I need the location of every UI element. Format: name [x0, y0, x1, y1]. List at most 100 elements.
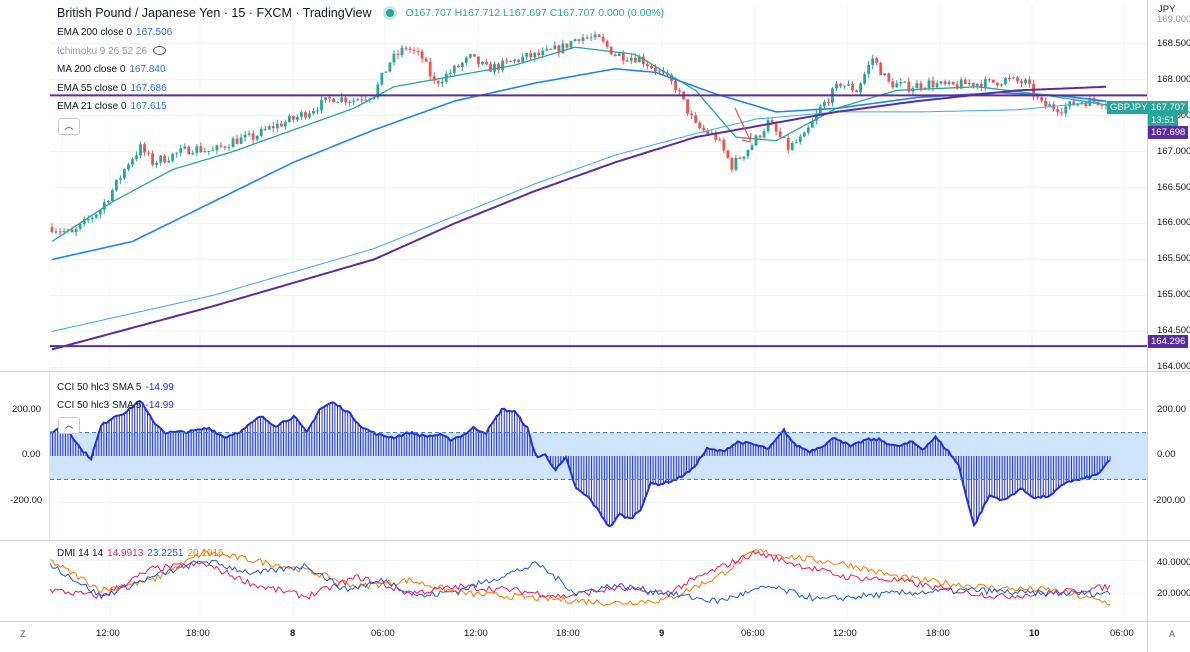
candle-body — [90, 217, 94, 220]
candle-body — [1072, 101, 1076, 106]
candle-body — [758, 135, 762, 138]
candle-body — [420, 51, 424, 59]
candle-body — [1084, 102, 1088, 107]
countdown-tag: 13:51 — [1148, 114, 1178, 127]
candle-body — [86, 219, 90, 221]
market-open-dot-icon — [385, 9, 394, 17]
candle-body — [78, 223, 82, 229]
candle-body — [754, 135, 758, 146]
candle-body — [549, 48, 553, 50]
candle-body — [175, 152, 179, 154]
candle-body — [1040, 97, 1044, 101]
candle-body — [340, 97, 344, 102]
candle-body — [633, 57, 637, 63]
cci-histogram — [49, 401, 1111, 527]
time-tick: 18:00 — [186, 628, 210, 639]
candle-body — [123, 169, 126, 179]
candle-body — [927, 80, 931, 89]
candle-body — [501, 60, 504, 70]
candle-body — [641, 56, 645, 64]
legend-dmi[interactable]: DMI 14 14 14.9913 23.2251 20.1916 — [57, 548, 224, 559]
candle-body — [436, 80, 440, 84]
candle-body — [239, 137, 243, 144]
price-tick: 168.500 — [1157, 37, 1190, 49]
candle-body — [593, 34, 597, 38]
candle-body — [746, 149, 750, 157]
candle-body — [328, 97, 331, 99]
candle-body — [235, 138, 239, 144]
candle-body — [859, 83, 863, 93]
dmi-lines — [49, 548, 1111, 607]
legend-ma200[interactable]: MA 200 close 0 167.840 — [57, 64, 166, 75]
candle-body — [738, 157, 742, 159]
candle-body — [344, 97, 348, 103]
candle-body — [424, 58, 428, 62]
candle-body — [521, 56, 525, 62]
candle-body — [275, 123, 279, 129]
candle-body — [698, 122, 702, 128]
candle-body — [263, 128, 267, 130]
candle-body — [364, 99, 368, 101]
legend-ichimoku[interactable]: Ichimoku 9 26 52 26 — [57, 45, 167, 57]
candle-body — [211, 150, 215, 152]
candle-body — [58, 231, 62, 233]
candle-body — [706, 130, 710, 134]
candle-body — [179, 148, 183, 153]
candle-body — [388, 62, 392, 72]
candle-body — [589, 37, 593, 39]
candle-body — [287, 116, 291, 123]
candle-body — [621, 53, 625, 61]
candle-body — [489, 64, 492, 72]
candle-body — [199, 146, 203, 152]
candle-body — [1028, 79, 1031, 84]
legend-cci-1[interactable]: CCI 50 hlc3 SMA 5 -14.99 — [57, 382, 174, 393]
currency-label[interactable]: JPY — [1158, 4, 1176, 15]
candle-body — [714, 132, 718, 140]
candle-body — [295, 116, 299, 120]
time-tick: 18:00 — [556, 628, 580, 639]
candle-body — [891, 81, 895, 88]
candle-body — [581, 37, 585, 41]
candle-body — [416, 50, 420, 52]
candle-body — [702, 127, 706, 131]
candle-body — [561, 43, 565, 53]
legend-ema55[interactable]: EMA 55 close 0 167.686 — [57, 83, 167, 94]
candle-body — [573, 39, 577, 42]
candle-body — [396, 53, 400, 56]
candle-body — [408, 48, 412, 50]
candle-body — [718, 139, 722, 141]
candle-body — [810, 120, 814, 128]
candle-body — [513, 59, 517, 62]
hidden-eye-icon[interactable] — [153, 46, 167, 55]
candle-body — [629, 57, 633, 61]
candle-body — [553, 45, 557, 50]
symbol-tag: GBPJPY — [1107, 101, 1151, 114]
log-scale-toggle[interactable]: Z — [20, 629, 26, 639]
collapse-cci-legend-button[interactable]: ︿ — [58, 417, 80, 434]
candle-body — [541, 50, 545, 56]
candle-body — [82, 219, 86, 224]
candle-body — [283, 122, 287, 127]
candle-body — [304, 112, 307, 118]
candle-body — [131, 159, 134, 165]
candle-body — [183, 146, 187, 149]
candle-body — [203, 151, 207, 153]
candle-body — [336, 101, 340, 103]
candle-body — [1008, 78, 1011, 80]
candle-body — [931, 80, 935, 88]
auto-scale-toggle[interactable]: A — [1169, 629, 1176, 639]
legend-ema200[interactable]: EMA 200 close 0 167.506 — [57, 27, 173, 38]
legend-ema21[interactable]: EMA 21 close 0 167.615 — [57, 101, 167, 112]
candle-body — [835, 83, 838, 89]
candle-body — [167, 160, 171, 163]
candle-body — [468, 54, 472, 58]
symbol-title[interactable]: British Pound / Japanese Yen · 15 · FXCM… — [57, 6, 372, 20]
collapse-legend-button[interactable]: ︿ — [58, 118, 80, 135]
candle-body — [959, 79, 963, 89]
candle-body — [207, 150, 211, 152]
candle-body — [493, 63, 496, 72]
legend-cci-2[interactable]: CCI 50 hlc3 SMA 5 -14.99 — [57, 400, 174, 411]
candle-body — [839, 83, 842, 87]
price-tick: 165.000 — [1157, 289, 1190, 301]
